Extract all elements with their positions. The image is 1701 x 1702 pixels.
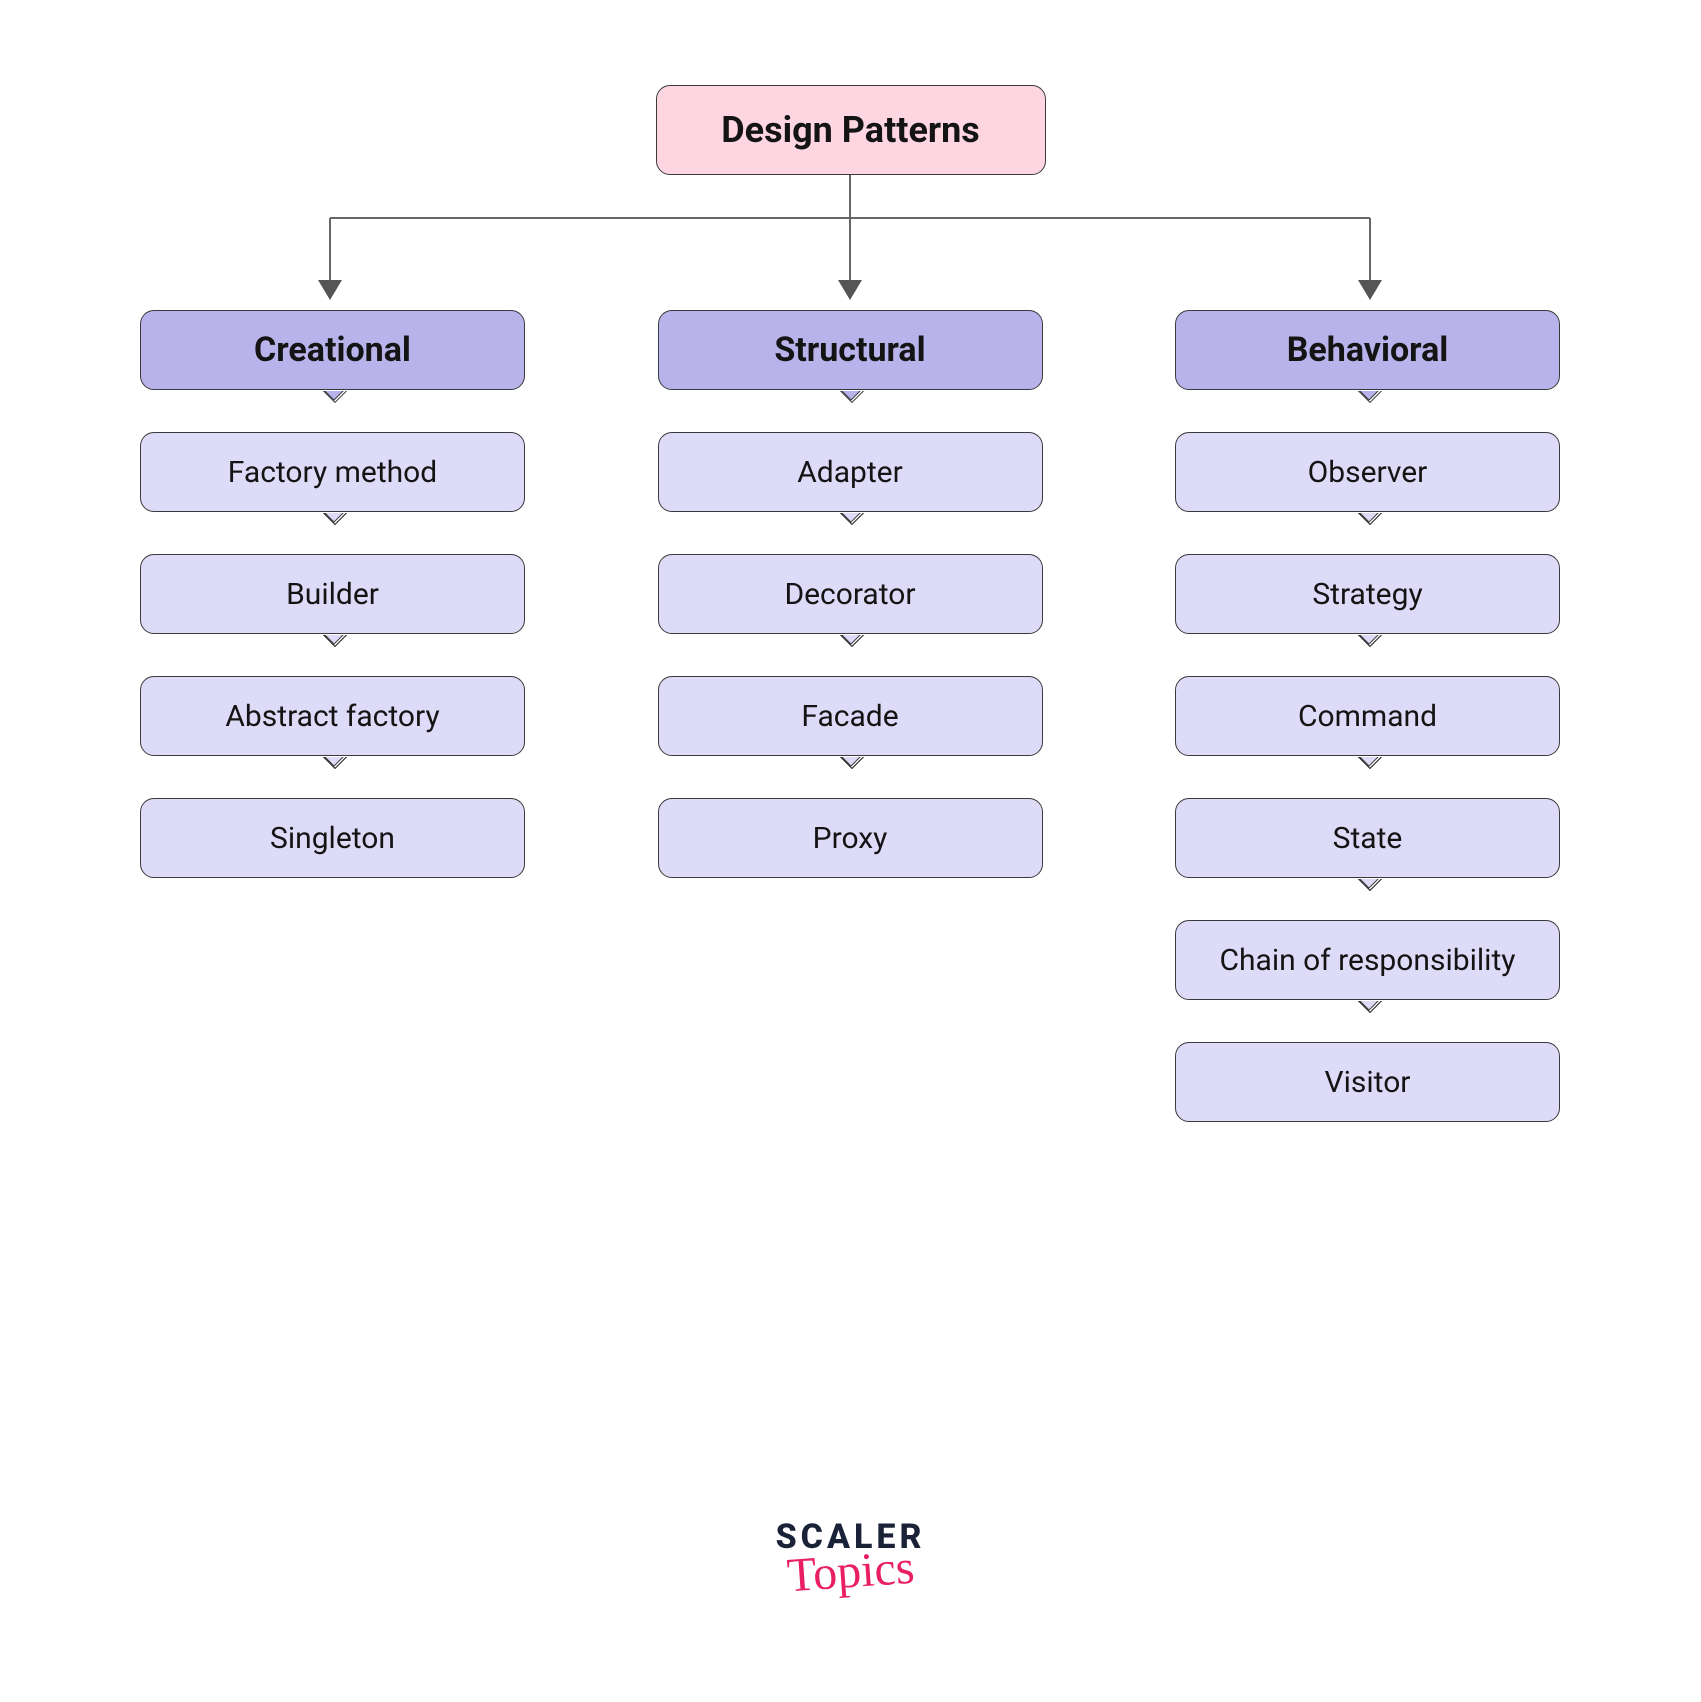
- logo-word2: Topics: [785, 1544, 915, 1601]
- pattern-item: Observer: [1175, 432, 1560, 512]
- connector-notch: [1356, 879, 1382, 893]
- pattern-item: Abstract factory: [140, 676, 525, 756]
- root-node: Design Patterns: [656, 85, 1046, 175]
- connector-notch: [321, 391, 347, 405]
- connector-notch: [838, 635, 864, 649]
- pattern-item: Chain of responsibility: [1175, 920, 1560, 1000]
- connector-notch: [1356, 635, 1382, 649]
- pattern-item: Factory method: [140, 432, 525, 512]
- connector-notch: [321, 513, 347, 527]
- pattern-label: Decorator: [784, 577, 915, 612]
- pattern-label: State: [1333, 821, 1403, 856]
- pattern-label: Adapter: [797, 455, 903, 490]
- pattern-label: Observer: [1308, 455, 1428, 490]
- category-header: Structural: [658, 310, 1043, 390]
- pattern-item: Facade: [658, 676, 1043, 756]
- category-title: Structural: [774, 330, 925, 370]
- category-title: Creational: [254, 330, 411, 370]
- pattern-item: Builder: [140, 554, 525, 634]
- pattern-label: Chain of responsibility: [1220, 943, 1516, 978]
- root-label: Design Patterns: [721, 109, 980, 151]
- connector-notch: [838, 391, 864, 405]
- pattern-item: Adapter: [658, 432, 1043, 512]
- category-column: Creational Factory method Builder Abstract …: [140, 310, 525, 1122]
- pattern-item: Visitor: [1175, 1042, 1560, 1122]
- pattern-item: Singleton: [140, 798, 525, 878]
- category-header: Creational: [140, 310, 525, 390]
- connector-notch: [838, 513, 864, 527]
- connector-notch: [1356, 391, 1382, 405]
- pattern-label: Builder: [286, 577, 379, 612]
- connector-notch: [1356, 757, 1382, 771]
- category-column: Behavioral Observer Strategy Command State Ch…: [1175, 310, 1560, 1122]
- pattern-label: Command: [1298, 699, 1437, 734]
- pattern-label: Factory method: [228, 455, 437, 490]
- pattern-item: Command: [1175, 676, 1560, 756]
- connector-notch: [1356, 1001, 1382, 1015]
- pattern-label: Proxy: [813, 821, 888, 856]
- pattern-label: Singleton: [270, 821, 395, 856]
- category-column: Structural Adapter Decorator Facade Proxy: [658, 310, 1043, 1122]
- connector-notch: [1356, 513, 1382, 527]
- pattern-label: Strategy: [1312, 577, 1422, 612]
- pattern-label: Visitor: [1325, 1065, 1411, 1100]
- pattern-item: State: [1175, 798, 1560, 878]
- pattern-label: Facade: [801, 699, 898, 734]
- pattern-label: Abstract factory: [225, 699, 439, 734]
- category-title: Behavioral: [1287, 330, 1449, 370]
- categories-row: Creational Factory method Builder Abstract …: [140, 310, 1560, 1122]
- connector-notch: [321, 757, 347, 771]
- connector-notch: [321, 635, 347, 649]
- pattern-item: Proxy: [658, 798, 1043, 878]
- category-header: Behavioral: [1175, 310, 1560, 390]
- connector-notch: [838, 757, 864, 771]
- pattern-item: Strategy: [1175, 554, 1560, 634]
- footer-logo: SCALER Topics: [776, 1520, 926, 1596]
- pattern-item: Decorator: [658, 554, 1043, 634]
